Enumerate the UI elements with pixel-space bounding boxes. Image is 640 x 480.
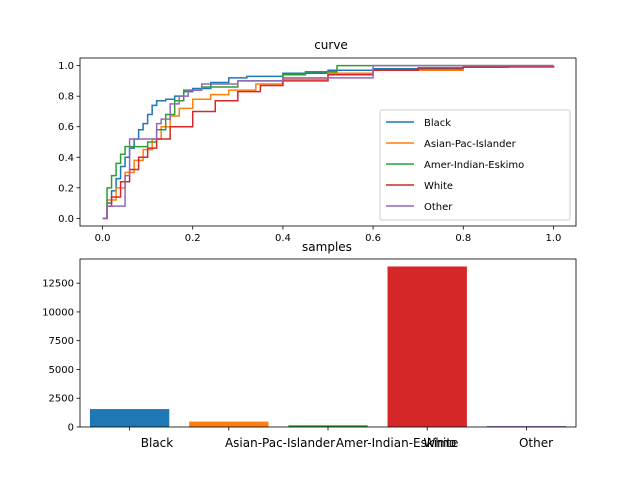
- samples-xtick-label: White: [424, 436, 459, 450]
- samples-ytick-label: 10000: [42, 307, 74, 318]
- curve-plot-area: 0.0 0.2 0.4 0.6 0.8 1.0 0.0 0.2 0.4 0.6 0.8 1.0: [58, 57, 577, 244]
- legend-label-black: Black: [424, 118, 451, 129]
- samples-chart: samples Black Asian-Pac-Islander Amer-Indi…: [42, 240, 577, 450]
- bar-asian-pac-islander: [189, 421, 269, 427]
- curve-ytick-label: 0.2: [58, 183, 74, 194]
- samples-title: samples: [302, 240, 352, 254]
- legend-label-white: White: [424, 181, 453, 192]
- curve-xtick-label: 0.2: [185, 233, 201, 244]
- curve-series-black: [102, 65, 555, 220]
- samples-xtick-label: Asian-Pac-Islander: [225, 436, 335, 450]
- samples-ytick-label: 0: [68, 423, 74, 434]
- curve-title: curve: [314, 38, 348, 52]
- curve-chart: curve 0.0 0.2 0.4 0.6 0.8 1.0 0.0 0.2 0.4 0.6 0.8 1…: [58, 38, 577, 244]
- samples-xtick-label: Other: [519, 436, 553, 450]
- curve-xtick-label: 0.4: [275, 233, 291, 244]
- samples-xtick-label: Amer-Indian-Eskimo: [336, 436, 456, 450]
- legend-label-other: Other: [424, 202, 453, 213]
- samples-plot-area: Black Asian-Pac-Islander Amer-Indian-Eskim…: [42, 258, 577, 450]
- curve-ytick-label: 0.4: [58, 153, 74, 164]
- bar-amer-indian-eskimo: [288, 425, 368, 427]
- samples-xtick-label: Black: [141, 436, 174, 450]
- curve-ytick-label: 0.6: [58, 122, 74, 133]
- curve-xtick-label: 0.8: [455, 233, 471, 244]
- curve-ytick-label: 0.0: [58, 214, 74, 225]
- bar-other: [486, 426, 567, 427]
- curve-series-white: [102, 65, 555, 220]
- curve-series-other: [102, 64, 554, 220]
- samples-ytick-label: 2500: [49, 394, 74, 405]
- curve-axes-frame: [79, 57, 577, 227]
- curve-series-amer-indian-eskimo: [102, 64, 554, 220]
- bar-white: [387, 266, 467, 427]
- legend-label-asian-pac-islander: Asian-Pac-Islander: [424, 139, 517, 150]
- curve-xtick-label: 0.0: [95, 233, 111, 244]
- legend-label-amer-indian-eskimo: Amer-Indian-Eskimo: [424, 160, 524, 171]
- samples-ytick-label: 12500: [42, 279, 74, 290]
- curve-ytick-label: 0.8: [58, 92, 74, 103]
- curve-series-asian-pac-islander: [102, 65, 555, 220]
- samples-ytick-label: 7500: [49, 336, 74, 347]
- curve-xtick-label: 1.0: [546, 233, 562, 244]
- samples-ytick-label: 5000: [49, 365, 74, 376]
- bar-black: [89, 409, 170, 427]
- curve-ytick-label: 1.0: [58, 61, 74, 72]
- curve-xtick-label: 0.6: [365, 233, 381, 244]
- curve-legend: Black Asian-Pac-Islander Amer-Indian-Eskim…: [379, 109, 571, 221]
- legend-box: [379, 109, 571, 221]
